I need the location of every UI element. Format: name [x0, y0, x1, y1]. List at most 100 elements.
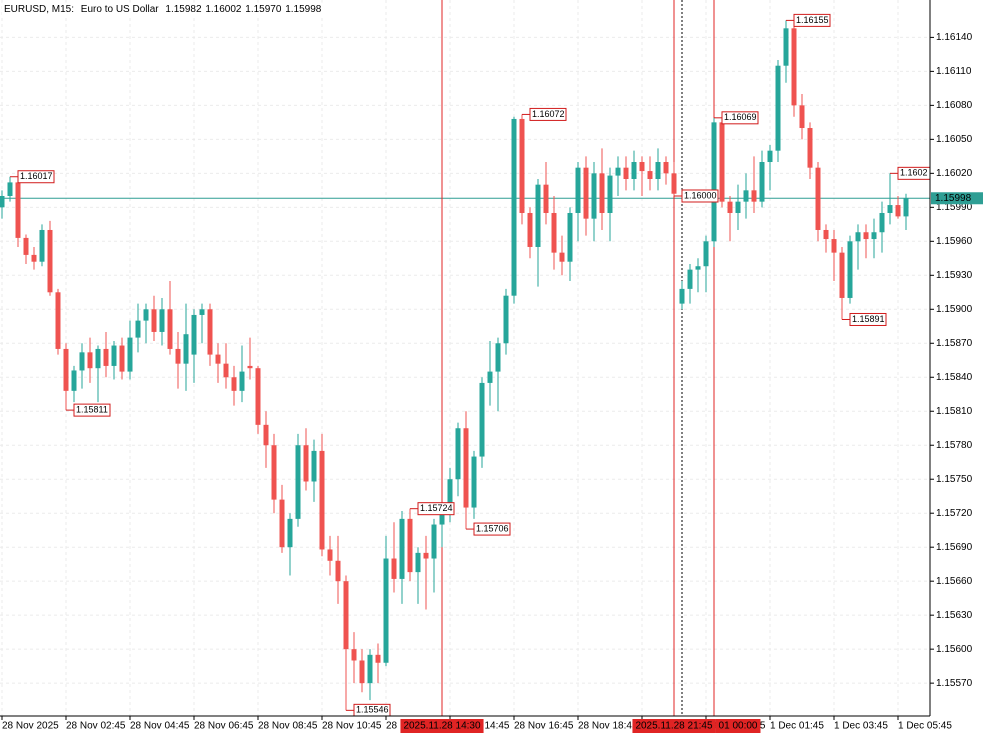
y-tick-label: 1.15720	[936, 508, 973, 519]
header-high: 1.16002	[205, 4, 242, 15]
candle-body	[551, 212, 557, 253]
y-tick-label: 1.15750	[936, 474, 973, 485]
candle-body	[583, 167, 589, 219]
candle-body	[239, 371, 245, 391]
candle-body	[599, 173, 605, 213]
candle-body	[727, 201, 733, 213]
candle-body	[607, 175, 613, 213]
candle-body	[439, 513, 445, 525]
candle-body	[71, 370, 77, 391]
vline-label: 01 00:00	[719, 721, 758, 732]
annotation-box	[73, 403, 111, 417]
candle-body	[351, 649, 357, 661]
candle-body	[871, 232, 877, 240]
candle-body	[455, 428, 461, 480]
candle-body	[119, 345, 125, 372]
annotation-label: 1.16000	[684, 190, 717, 200]
annotation-box	[529, 107, 567, 121]
candle-body	[831, 239, 837, 253]
candle-body	[295, 445, 301, 519]
candle-body	[903, 198, 909, 217]
x-tick-label: 28 Nov 18:45	[578, 721, 638, 732]
candle-body	[367, 654, 373, 684]
candle-body	[671, 173, 677, 194]
candle-body	[127, 337, 133, 372]
candle-body	[807, 128, 813, 168]
candle-body	[263, 424, 269, 446]
annotation-box	[849, 312, 887, 326]
y-tick-label: 1.16110	[936, 66, 972, 77]
annotation-label: 1.15724	[420, 503, 453, 513]
candle-body	[695, 266, 701, 270]
annotation-label: 1.16155	[796, 15, 829, 25]
candle-body	[183, 334, 189, 364]
header-background	[2, 2, 324, 16]
candle-body	[527, 212, 533, 247]
annotation-box	[17, 170, 55, 184]
candle-body	[767, 150, 773, 163]
candle-body	[839, 252, 845, 298]
y-tick-label: 1.15840	[936, 372, 973, 383]
candle-body	[791, 28, 797, 106]
header-low: 1.15970	[245, 4, 282, 15]
candle-body	[503, 295, 509, 344]
candle-body	[647, 171, 653, 179]
candle-body	[487, 371, 493, 383]
x-tick-label: 1 Dec 05:45	[898, 721, 952, 732]
candle-body	[823, 229, 829, 240]
header-close: 1.15998	[285, 4, 322, 15]
y-tick-label: 1.16080	[936, 100, 973, 111]
candle-body	[887, 205, 893, 213]
plot-area: 1.16017 1.15811 1.15546 1.15724 1.15706 1.160…	[0, 0, 930, 716]
candle-body	[783, 28, 789, 66]
candle-body	[159, 309, 165, 332]
candle-body	[471, 456, 477, 508]
x-tick-label: 1 Dec 01:45	[770, 721, 824, 732]
annotation-box	[473, 522, 511, 536]
candle-body	[623, 167, 629, 179]
bid-label: 1.15998	[935, 193, 972, 204]
candle-body	[495, 343, 501, 372]
candle-body	[79, 352, 85, 371]
candle-body	[7, 182, 13, 196]
candle-body	[775, 65, 781, 151]
candle-body	[271, 445, 277, 500]
x-tick-label: 28 Nov 2025	[2, 721, 59, 732]
candle-body	[391, 558, 397, 579]
candle-body	[847, 241, 853, 298]
candle-body	[895, 205, 901, 217]
candle-body	[303, 445, 309, 482]
candle-body	[375, 654, 381, 663]
x-tick-label: 28 Nov 10:45	[322, 721, 382, 732]
candle-body	[327, 549, 333, 561]
x-tick-label: 28 Nov 04:45	[130, 721, 190, 732]
candle-body	[655, 162, 661, 179]
candle-body	[799, 105, 805, 129]
annotation-label: 1.16069	[724, 112, 757, 122]
candle-body	[215, 354, 221, 364]
candle-body	[135, 320, 141, 338]
candle-body	[87, 352, 93, 369]
vline-label: 2025.11.28 21:45	[635, 721, 713, 732]
bid-label-box	[931, 192, 983, 205]
axes: 1.15570 1.15600 1.15630 1.15660 1.15690 1.157…	[1, 32, 983, 733]
annotation-box	[897, 166, 930, 180]
candle-body	[711, 122, 717, 242]
candle-body	[743, 190, 749, 202]
candle-body	[759, 162, 765, 202]
candle-body	[543, 184, 549, 213]
candle-body	[631, 162, 637, 179]
annotation-box	[681, 189, 719, 203]
candle-body	[567, 212, 573, 262]
y-tick-label: 1.16050	[936, 134, 973, 145]
candle-body	[103, 348, 109, 366]
candle-body	[751, 190, 757, 202]
annotation-label: 1.15811	[76, 404, 108, 414]
y-tick-label: 1.15990	[936, 202, 973, 213]
candle-body	[863, 232, 869, 240]
candle-body	[415, 552, 421, 573]
candle-body	[255, 368, 261, 425]
candle-body	[319, 450, 325, 550]
